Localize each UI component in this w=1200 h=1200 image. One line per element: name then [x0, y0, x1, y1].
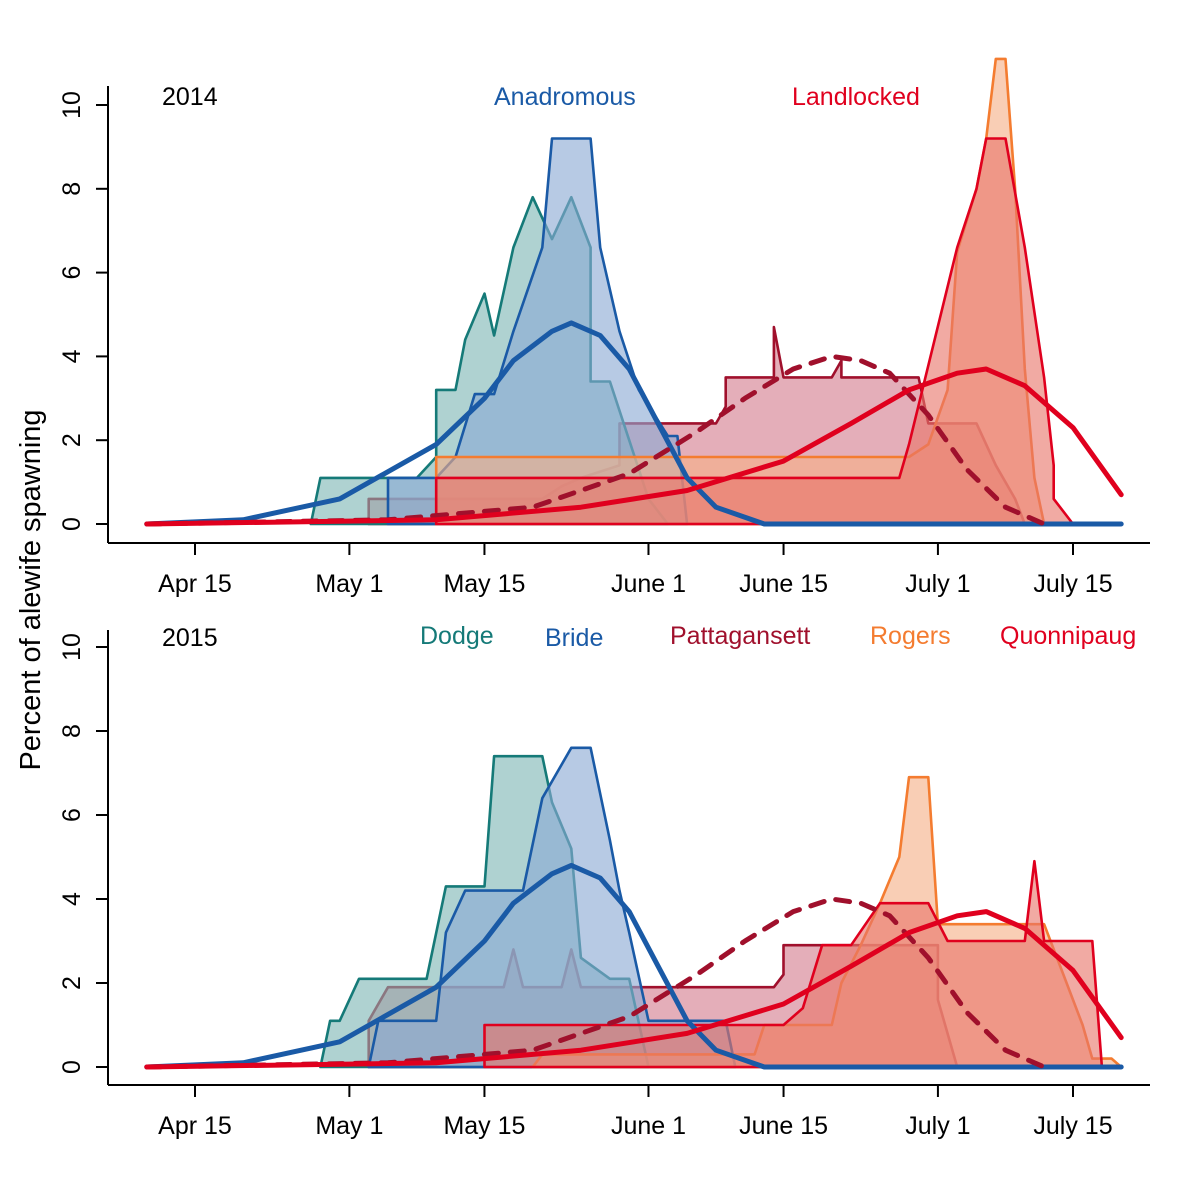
panel-label-2014: 2014 [162, 83, 218, 111]
x-tick-label-june-1-2014: June 1 [611, 570, 686, 598]
panel-2014: 0 2 4 6 8 10 Apr 15 May 1 May 15 June 1 June 15 Ju… [58, 57, 1150, 598]
curve-anadromous-2014 [144, 320, 1124, 527]
group-label-anadromous: Anadromous [494, 83, 636, 111]
x-ticks-2014: Apr 15 May 1 May 15 June 1 June 15 July 1 July… [158, 543, 1113, 598]
plot-area-2015 [144, 746, 1124, 1070]
x-tick-label-july-15-2015: July 15 [1033, 1112, 1112, 1140]
y-axis-title: Percent of alewife spawning [15, 409, 47, 770]
plot-area-2014 [144, 57, 1124, 527]
x-tick-label-may-15-2015: May 15 [443, 1112, 525, 1140]
y-tick-label-6-2015: 6 [58, 808, 86, 822]
curve-quonnipaug-2014 [144, 366, 1124, 527]
y-tick-label-6-2014: 6 [58, 266, 86, 280]
x-tick-label-may-1-2014: May 1 [315, 570, 383, 598]
y-tick-label-10-2014: 10 [58, 91, 86, 119]
x-tick-label-may-15-2014: May 15 [443, 570, 525, 598]
legend-quonnipaug: Quonnipaug [1000, 622, 1136, 650]
panel-2015: 0 2 4 6 8 10 Apr 15 May 1 May 15 June 1 June 15 Ju… [58, 622, 1150, 1140]
y-tick-label-8-2014: 8 [58, 182, 86, 196]
legend-bride: Bride [545, 624, 603, 652]
y-tick-label-4-2015: 4 [58, 892, 86, 906]
x-tick-label-july-1-2014: July 1 [905, 570, 970, 598]
legend-dodge: Dodge [420, 622, 494, 650]
y-ticks-2014: 0 2 4 6 8 10 [58, 91, 108, 531]
y-tick-label-8-2015: 8 [58, 724, 86, 738]
x-tick-label-june-15-2014: June 15 [739, 570, 828, 598]
curve-pattagansett-2014 [144, 353, 1047, 527]
curve-quonnipaug-2015 [144, 909, 1124, 1070]
x-tick-label-june-1-2015: June 1 [611, 1112, 686, 1140]
x-tick-label-july-15-2014: July 15 [1033, 570, 1112, 598]
x-tick-label-apr-15-2015: Apr 15 [158, 1112, 232, 1140]
y-tick-label-0-2015: 0 [58, 1060, 86, 1074]
y-ticks-2015: 0 2 4 6 8 10 [58, 633, 108, 1074]
y-tick-label-2-2015: 2 [58, 976, 86, 990]
area-quonnipaug-2015 [483, 859, 1104, 1069]
x-tick-label-july-1-2015: July 1 [905, 1112, 970, 1140]
y-tick-label-0-2014: 0 [58, 517, 86, 531]
y-tick-label-2-2014: 2 [58, 433, 86, 447]
x-tick-label-may-1-2015: May 1 [315, 1112, 383, 1140]
legend-rogers: Rogers [870, 622, 951, 650]
x-ticks-2015: Apr 15 May 1 May 15 June 1 June 15 July 1 July… [158, 1085, 1113, 1140]
panel-label-2015: 2015 [162, 624, 218, 652]
legend-pattagansett: Pattagansett [670, 622, 810, 650]
y-tick-label-4-2014: 4 [58, 349, 86, 363]
x-tick-label-apr-15-2014: Apr 15 [158, 570, 232, 598]
curve-pattagansett-2015 [144, 896, 1047, 1070]
x-tick-label-june-15-2015: June 15 [739, 1112, 828, 1140]
group-label-landlocked: Landlocked [792, 83, 920, 111]
y-tick-label-10-2015: 10 [58, 633, 86, 661]
area-quonnipaug-2014 [434, 137, 1075, 526]
curve-anadromous-2015 [144, 862, 1124, 1070]
